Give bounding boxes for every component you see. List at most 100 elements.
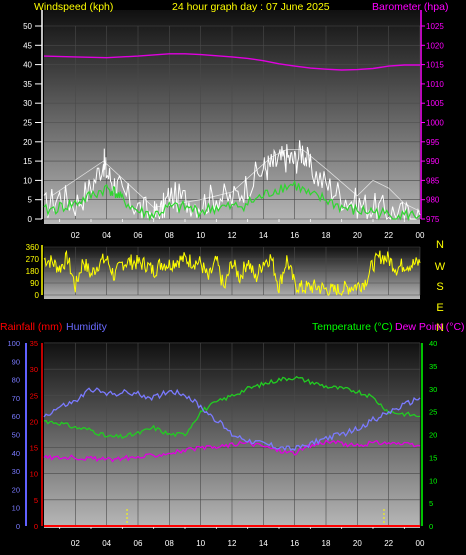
compass-label: W [435, 261, 446, 273]
temperature-tick-label: 5 [429, 499, 433, 508]
x-tick-label: 06 [134, 231, 143, 240]
chart-title: 24 hour graph day : 07 June 2025 [172, 1, 330, 13]
temperature-tick-label: 10 [429, 476, 437, 485]
windspeed-tick-label: 40 [23, 61, 32, 70]
rainfall-tick-label: 25 [30, 391, 38, 400]
windspeed-tick-label: 10 [23, 176, 32, 185]
humidity-tick-label: 100 [7, 339, 20, 348]
x-tick-label: 02 [71, 231, 80, 240]
windspeed-tick-label: 35 [23, 80, 32, 89]
temperature-tick-label: 30 [429, 385, 437, 394]
rainfall-tick-label: 15 [30, 444, 38, 453]
barometer-tick-label: 985 [426, 176, 440, 185]
x-tick-label: 20 [353, 231, 362, 240]
humidity-tick-label: 40 [12, 449, 20, 458]
compass-label: N [436, 239, 444, 251]
x-tick-label: 00 [416, 539, 425, 548]
barometer-tick-label: 1015 [426, 61, 444, 70]
windspeed-tick-label: 0 [28, 215, 33, 224]
rainfall-tick-label: 30 [30, 365, 38, 374]
humidity-tick-label: 70 [12, 394, 20, 403]
humidity-tick-label: 10 [12, 504, 20, 513]
series-humidity [43, 387, 421, 452]
temperature-tick-label: 20 [429, 431, 437, 440]
rain-humidity-temperature-series [43, 375, 421, 527]
humidity-tick-label: 90 [12, 357, 20, 366]
series-temperature-c [43, 375, 421, 440]
x-tick-label: 10 [196, 539, 205, 548]
x-tick-label: 12 [228, 539, 237, 548]
x-tick-label: 04 [102, 539, 111, 548]
compass-label: E [436, 302, 443, 314]
x-tick-label: 06 [134, 539, 143, 548]
x-tick-label: 18 [322, 539, 331, 548]
direction-tick-label: 360 [26, 243, 40, 252]
humidity-tick-label: 30 [12, 467, 20, 476]
direction-tick-label: 0 [35, 291, 40, 300]
x-tick-label: 00 [416, 231, 425, 240]
rainfall-tick-label: 20 [30, 417, 38, 426]
compass-label: N [436, 322, 444, 334]
wind-barometer-series [43, 53, 421, 222]
windspeed-tick-label: 15 [23, 157, 32, 166]
temperature-axis-title: Temperature (°C) [312, 321, 393, 333]
dewpoint-axis-title: Dew Point (°C) [395, 321, 465, 333]
series-windspeed-kph [43, 140, 421, 221]
windspeed-axis-title: Windspeed (kph) [34, 1, 113, 13]
rainfall-axis-title: Rainfall (mm) [0, 321, 62, 333]
rain-humidity-temperature-grid [25, 342, 423, 529]
windspeed-tick-label: 5 [28, 196, 33, 205]
direction-tick-label: 180 [26, 267, 40, 276]
humidity-tick-label: 50 [12, 431, 20, 440]
wind-direction-grid [41, 245, 421, 296]
x-tick-label: 22 [384, 539, 393, 548]
windspeed-tick-label: 25 [23, 119, 32, 128]
series-dew-point-c [43, 439, 421, 463]
series-wind-direction [43, 249, 421, 297]
temperature-tick-label: 40 [429, 339, 437, 348]
x-tick-label: 20 [353, 539, 362, 548]
windspeed-tick-label: 20 [23, 138, 32, 147]
barometer-tick-label: 1005 [426, 99, 444, 108]
compass-label: S [436, 281, 443, 293]
x-tick-label: 16 [290, 539, 299, 548]
x-tick-label: 22 [384, 231, 393, 240]
barometer-tick-label: 995 [426, 138, 440, 147]
x-tick-label: 08 [165, 539, 174, 548]
temperature-tick-label: 25 [429, 408, 437, 417]
temperature-tick-label: 35 [429, 362, 437, 371]
direction-tick-label: 270 [26, 255, 40, 264]
rainfall-tick-label: 0 [34, 522, 38, 531]
windspeed-tick-label: 45 [23, 41, 32, 50]
barometer-axis-title: Barometer (hpa) [372, 1, 448, 13]
barometer-tick-label: 990 [426, 157, 440, 166]
wind-direction-series [43, 249, 421, 297]
x-tick-label: 12 [228, 231, 237, 240]
barometer-tick-label: 980 [426, 196, 440, 205]
rainfall-tick-label: 10 [30, 470, 38, 479]
temperature-tick-label: 0 [429, 522, 433, 531]
x-tick-label: 08 [165, 231, 174, 240]
x-tick-label: 10 [196, 231, 205, 240]
x-tick-label: 16 [290, 231, 299, 240]
barometer-tick-label: 975 [426, 215, 440, 224]
barometer-tick-label: 1000 [426, 119, 444, 128]
rainfall-tick-label: 5 [34, 496, 38, 505]
series-wind-gust [51, 149, 421, 212]
rainfall-tick-label: 35 [30, 339, 38, 348]
barometer-tick-label: 1025 [426, 22, 444, 31]
x-tick-label: 04 [102, 231, 111, 240]
wind-barometer-grid [35, 10, 425, 222]
barometer-tick-label: 1010 [426, 80, 444, 89]
rain-humidity-temperature-tick-labels: 0102030405060708090100051015202530350510… [7, 339, 437, 548]
humidity-tick-label: 20 [12, 485, 20, 494]
humidity-axis-title: Humidity [66, 321, 108, 333]
temperature-tick-label: 15 [429, 453, 437, 462]
humidity-tick-label: 60 [12, 412, 20, 421]
x-tick-label: 02 [71, 539, 80, 548]
series-wind-average [43, 179, 421, 222]
humidity-tick-label: 0 [16, 522, 20, 531]
x-tick-label: 18 [322, 231, 331, 240]
